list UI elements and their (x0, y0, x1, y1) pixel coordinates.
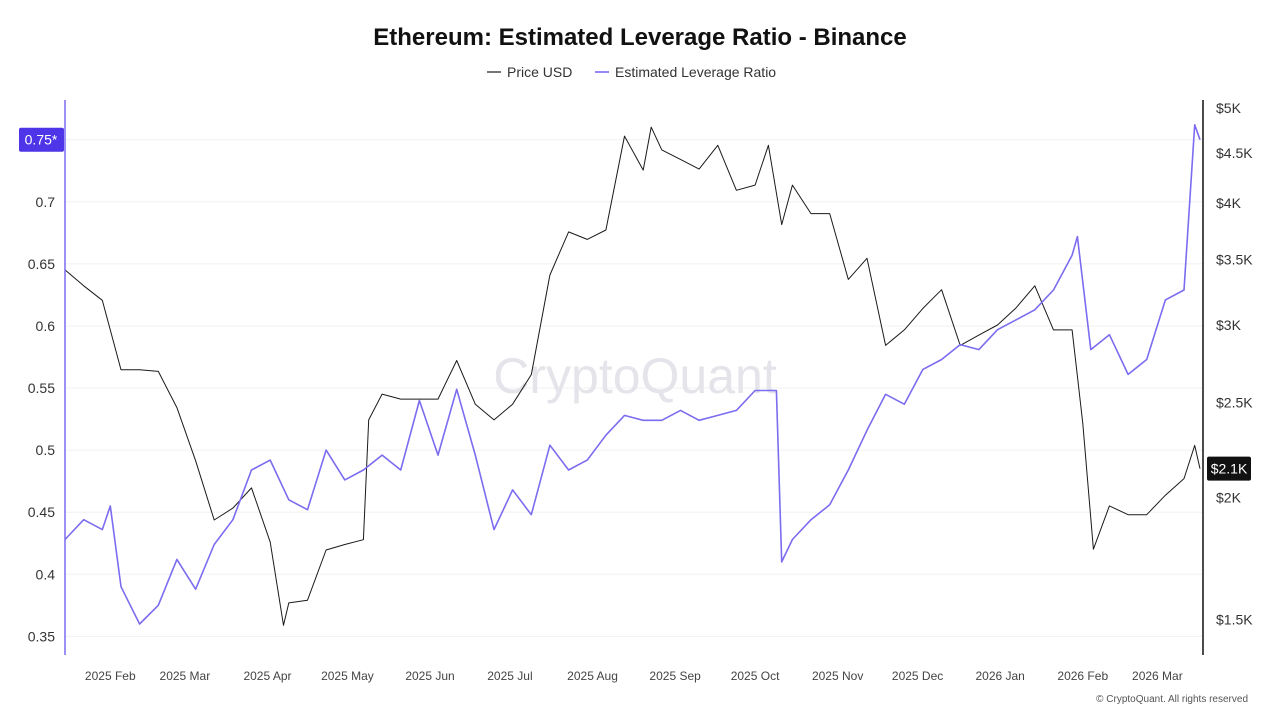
x-axis-tick-label: 2025 Sep (649, 669, 701, 683)
x-axis-tick-label: 2025 Jun (405, 669, 454, 683)
x-axis-tick-label: 2026 Jan (975, 669, 1024, 683)
right-axis-tick-label: $4K (1216, 195, 1242, 211)
left-axis-tick-label: 0.7 (36, 194, 56, 210)
x-axis-tick-label: 2025 Jul (487, 669, 532, 683)
left-current-value-label: 0.75* (25, 132, 58, 148)
left-axis-ticks: 0.35 0.4 0.45 0.5 0.55 0.6 0.65 0.7 (28, 194, 55, 645)
series-group (64, 124, 1201, 626)
watermark: CryptoQuant (493, 348, 777, 404)
x-axis-ticks: 2025 Feb 2025 Mar 2025 Apr 2025 May 2025 Jun… (85, 669, 1183, 683)
left-axis-tick-label: 0.45 (28, 504, 55, 520)
left-axis-tick-label: 0.65 (28, 256, 55, 272)
x-axis-tick-label: 2026 Mar (1132, 669, 1183, 683)
right-current-value-label: $2.1K (1211, 461, 1248, 477)
x-axis-tick-label: 2025 May (321, 669, 374, 683)
x-axis-tick-label: 2025 Aug (567, 669, 618, 683)
x-axis-tick-label: 2025 Oct (731, 669, 780, 683)
right-axis-tick-label: $3.5K (1216, 252, 1253, 268)
left-current-value-badge: 0.75* (19, 127, 64, 152)
right-axis-ticks: $1.5K $2K $2.5K $3K $3.5K $4K $4.5K $5K (1216, 100, 1253, 628)
x-axis-tick-label: 2026 Feb (1057, 669, 1108, 683)
x-axis-tick-label: 2025 Dec (892, 669, 943, 683)
left-axis-tick-label: 0.4 (36, 566, 56, 582)
left-axis-tick-label: 0.55 (28, 380, 55, 396)
right-axis-tick-label: $1.5K (1216, 612, 1253, 628)
x-axis-tick-label: 2025 Apr (243, 669, 291, 683)
copyright: © CryptoQuant. All rights reserved (1096, 694, 1248, 705)
left-axis-tick-label: 0.5 (36, 442, 56, 458)
legend: Price USD Estimated Leverage Ratio (487, 64, 776, 80)
x-axis-tick-label: 2025 Feb (85, 669, 136, 683)
left-axis-tick-label: 0.35 (28, 628, 55, 644)
price-line (64, 126, 1201, 626)
right-axis-tick-label: $2K (1216, 489, 1242, 505)
left-axis-tick-label: 0.6 (36, 318, 56, 334)
legend-label-price[interactable]: Price USD (507, 64, 572, 80)
right-axis-tick-label: $2.5K (1216, 395, 1253, 411)
right-axis-tick-label: $3K (1216, 317, 1242, 333)
x-axis-tick-label: 2025 Mar (160, 669, 211, 683)
grid (65, 139, 1203, 637)
chart-title: Ethereum: Estimated Leverage Ratio - Bin… (373, 24, 906, 51)
leverage-ratio-line (64, 124, 1201, 625)
right-axis-tick-label: $4.5K (1216, 145, 1253, 161)
right-axis-tick-label: $5K (1216, 100, 1242, 116)
right-current-value-badge: $2.1K (1207, 456, 1251, 481)
x-axis-tick-label: 2025 Nov (812, 669, 863, 683)
legend-label-leverage[interactable]: Estimated Leverage Ratio (615, 64, 776, 80)
